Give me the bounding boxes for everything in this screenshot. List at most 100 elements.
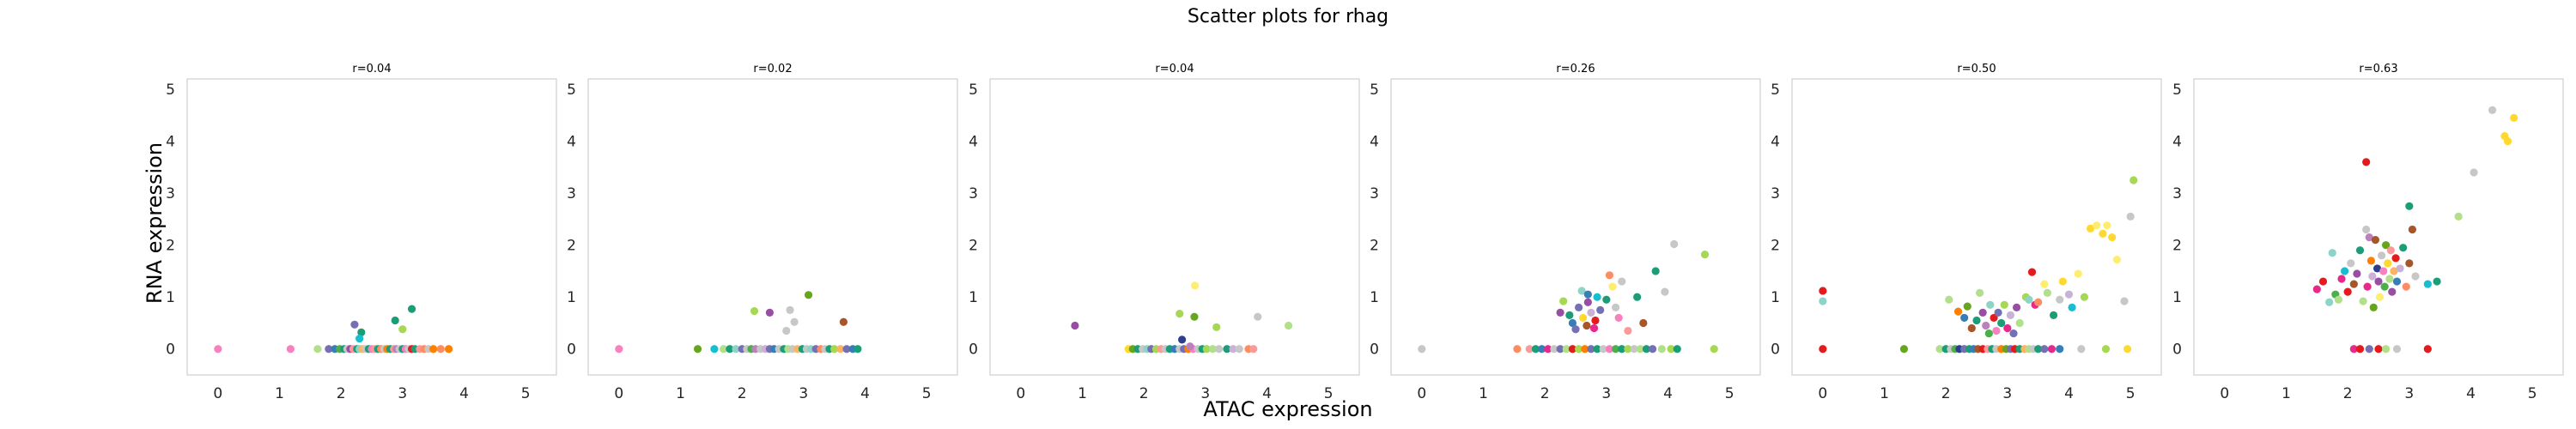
scatter-point: [1992, 326, 2001, 335]
scatter-point: [1630, 345, 1638, 353]
scatter-point: [2365, 233, 2373, 242]
scatter-point: [2112, 256, 2121, 264]
scatter-point: [1587, 345, 1595, 353]
scatter-point: [1531, 345, 1540, 353]
scatter-point: [2371, 236, 2380, 245]
x-tick-label: 3: [398, 385, 407, 402]
scatter-panel-2: r=0.02 0 1 2 3 4 5 0 1 2 3 4 5: [567, 63, 958, 402]
y-tick-label: 1: [1370, 289, 1379, 306]
scatter-point: [1602, 295, 1611, 304]
panel-title: r=0.63: [2359, 63, 2397, 76]
scatter-point: [2368, 272, 2377, 281]
scatter-point: [726, 345, 734, 353]
scatter-point: [2382, 345, 2391, 353]
panel-title: r=0.04: [352, 63, 391, 76]
scatter-point: [1579, 313, 1588, 323]
scatter-point: [2488, 106, 2497, 114]
x-tick-label: 4: [2064, 385, 2074, 402]
scatter-point: [1556, 345, 1564, 353]
scatter-point: [2399, 244, 2408, 252]
x-tick-label: 2: [2343, 385, 2353, 402]
y-tick-label: 3: [1370, 185, 1379, 202]
scatter-point: [1618, 345, 1626, 353]
y-tick-label: 2: [567, 238, 576, 255]
scatter-point: [2126, 212, 2135, 221]
x-tick-label: 1: [676, 385, 685, 402]
scatter-point: [2349, 345, 2358, 353]
scatter-point: [1574, 345, 1583, 353]
scatter-point: [1556, 308, 1564, 317]
scatter-point: [2384, 259, 2392, 268]
x-tick-label: 3: [2002, 385, 2012, 402]
x-tick-label: 2: [337, 385, 346, 402]
scatter-point: [1605, 345, 1614, 353]
scatter-point: [2349, 280, 2358, 288]
x-tick-label: 0: [614, 385, 623, 402]
scatter-point: [398, 325, 407, 334]
scatter-point: [2388, 287, 2397, 296]
scatter-point: [2385, 275, 2394, 283]
scatter-point: [1819, 345, 1827, 353]
scatter-point: [2405, 259, 2414, 268]
y-tick-label: 5: [1370, 82, 1379, 99]
x-tick-label: 3: [1200, 385, 1210, 402]
scatter-point: [2392, 345, 2402, 353]
scatter-point: [2003, 323, 2012, 333]
figure-x-axis-label: ATAC expression: [1203, 397, 1372, 421]
x-tick-label: 0: [1818, 385, 1827, 402]
scatter-point: [1994, 308, 2002, 317]
x-tick-label: 5: [1324, 385, 1334, 402]
scatter-point: [1982, 321, 1990, 330]
scatter-point: [2423, 345, 2432, 353]
y-tick-label: 4: [1370, 134, 1379, 151]
scatter-point: [1212, 323, 1221, 331]
scatter-point: [357, 328, 366, 336]
x-tick-label: 2: [1139, 385, 1149, 402]
panel-title: r=0.26: [1556, 63, 1595, 76]
scatter-point: [2408, 225, 2417, 234]
scatter-point: [1608, 282, 1617, 291]
scatter-point: [2129, 176, 2138, 184]
scatter-point: [1618, 277, 1626, 286]
scatter-point: [1661, 287, 1669, 296]
scatter-point: [830, 345, 839, 353]
scatter-point: [2047, 345, 2057, 353]
scatter-point: [1235, 345, 1243, 353]
scatter-point: [786, 305, 794, 314]
scatter-point: [2334, 295, 2343, 304]
scatter-point: [1657, 345, 1666, 353]
scatter-point: [2093, 221, 2101, 230]
y-tick-label: 5: [166, 82, 175, 99]
x-tick-label: 4: [1663, 385, 1673, 402]
scatter-point: [2379, 267, 2388, 275]
y-tick-label: 0: [969, 341, 978, 359]
panel-title: r=0.50: [1957, 63, 1996, 76]
scatter-point: [2101, 345, 2111, 353]
scatter-point: [1593, 293, 1601, 301]
scatter-point: [1591, 316, 1600, 325]
scatter-point: [436, 345, 445, 353]
scatter-point: [2390, 267, 2398, 275]
scatter-point: [2366, 257, 2375, 265]
x-tick-label: 5: [2528, 385, 2537, 402]
scatter-point: [2340, 267, 2349, 275]
scatter-point: [355, 335, 364, 343]
scatter-point: [1819, 297, 1827, 305]
scatter-point: [1899, 345, 1909, 353]
scatter-point: [2009, 329, 2018, 338]
scatter-point: [750, 306, 759, 316]
y-tick-label: 3: [567, 185, 576, 202]
scatter-panel-1: r=0.04 0 1 2 3 4 5 0 1 2 3 4 5: [166, 63, 557, 402]
scatter-point: [2375, 293, 2385, 301]
scatter-point: [2086, 224, 2095, 233]
scatter-point: [1223, 345, 1231, 353]
y-tick-label: 1: [567, 289, 576, 306]
panel-frame: [587, 78, 958, 376]
scatter-point: [2000, 300, 2008, 309]
scatter-point: [2405, 202, 2414, 210]
scatter-point: [2355, 345, 2365, 353]
scatter-point: [1568, 345, 1577, 353]
scatter-point: [2402, 282, 2410, 291]
x-tick-label: 5: [2126, 385, 2136, 402]
scatter-point: [1636, 345, 1644, 353]
